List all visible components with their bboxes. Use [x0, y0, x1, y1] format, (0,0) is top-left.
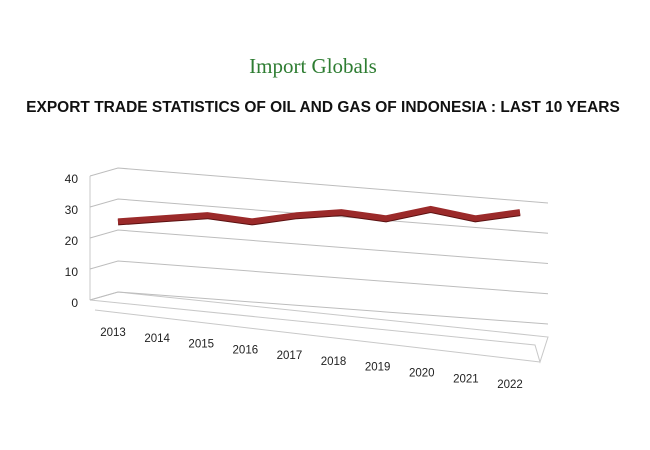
y-tick-label: 0: [71, 296, 78, 310]
x-tick-label: 2016: [233, 344, 259, 356]
grid-line: [89, 291, 549, 325]
y-tick-label: 30: [65, 203, 79, 217]
x-tick-label: 2014: [144, 333, 170, 345]
x-tick-label: 2017: [277, 350, 303, 362]
grid-line: [89, 167, 549, 204]
y-tick-label: 20: [65, 234, 79, 248]
y-tick-label: 40: [65, 172, 79, 186]
logo: Import Globals: [249, 54, 377, 78]
grid-line: [89, 198, 549, 234]
x-tick-label: 2020: [409, 367, 435, 379]
plot-area: 0 10 20 30 40 2013 2014 2015 2016 2017 2018 2019 202…: [65, 167, 549, 391]
grid-line: [89, 260, 549, 295]
floor-front-edge: [94, 309, 541, 363]
x-tick-label: 2022: [497, 379, 523, 391]
x-tick-label: 2019: [365, 362, 391, 374]
chart-title: EXPORT TRADE STATISTICS OF OIL AND GAS O…: [26, 99, 620, 116]
x-tick-label: 2021: [453, 373, 479, 385]
grid-line: [89, 229, 549, 264]
y-tick-label: 10: [65, 265, 79, 279]
line-series: [117, 205, 521, 225]
x-tick-label: 2018: [321, 356, 347, 368]
x-tick-label: 2015: [188, 339, 214, 351]
floor: [89, 291, 549, 364]
x-tick-label: 2013: [100, 327, 126, 339]
